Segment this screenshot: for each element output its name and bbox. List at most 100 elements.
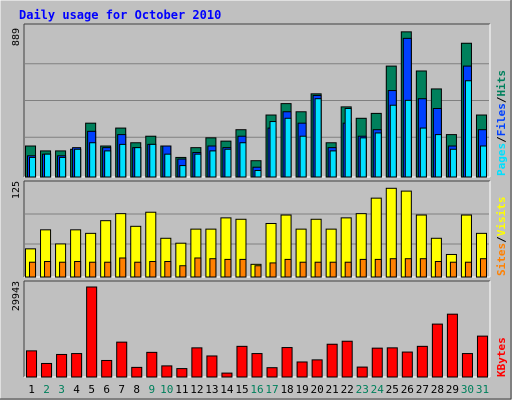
bar-kbytes (146, 351, 158, 378)
bar-kbytes (56, 353, 68, 378)
x-tick-label: 20 (311, 383, 324, 396)
bar-kbytes (26, 350, 38, 378)
bar-sites (104, 261, 112, 278)
bar-sites (449, 261, 457, 278)
x-tick-label: 1 (28, 383, 35, 396)
bar-kbytes (41, 362, 53, 378)
x-tick-label: 2 (43, 383, 50, 396)
x-tick-label: 11 (175, 383, 188, 396)
bar-pages (479, 145, 488, 178)
bar-sites (479, 258, 488, 278)
bar-kbytes (386, 347, 398, 378)
x-tick-label: 22 (341, 383, 354, 396)
x-tick-label: 30 (461, 383, 474, 396)
bar-pages (89, 142, 97, 178)
bar-pages (374, 132, 382, 178)
bar-kbytes (416, 345, 428, 378)
bar-sites (329, 261, 337, 278)
bar-pages (344, 107, 352, 178)
legend-pages-label: Pages (495, 143, 508, 176)
x-tick-label: 14 (220, 383, 234, 396)
legend-files-label: Files (495, 103, 508, 136)
bar-kbytes (206, 355, 218, 378)
y-max-label-bottom: 29943 (11, 281, 22, 311)
x-tick-label: 4 (73, 383, 80, 396)
bar-kbytes (266, 367, 278, 378)
bar-kbytes (446, 313, 458, 378)
bar-kbytes (236, 345, 248, 378)
bar-kbytes (476, 335, 489, 378)
bar-sites (344, 261, 352, 278)
bar-kbytes (461, 353, 473, 378)
bar-sites (224, 258, 232, 278)
bar-kbytes (221, 372, 233, 378)
bar-sites (299, 261, 307, 278)
x-tick-label: 26 (401, 383, 414, 396)
bar-pages (59, 156, 67, 178)
legend-sites-label: Sites (495, 243, 508, 276)
x-tick-label: 16 (250, 383, 263, 396)
bar-sites (269, 262, 277, 278)
bar-pages (314, 98, 322, 178)
bar-kbytes (251, 353, 263, 378)
bar-kbytes (431, 323, 443, 378)
bar-kbytes (296, 361, 308, 378)
bar-sites (209, 258, 217, 278)
x-tick-label: 18 (280, 383, 293, 396)
bar-sites (89, 261, 97, 278)
bar-kbytes (161, 365, 173, 378)
bar-kbytes (326, 343, 338, 378)
legend-separator-label: / (495, 136, 508, 143)
bar-pages (239, 142, 247, 178)
bar-sites (164, 261, 172, 278)
x-tick-label: 12 (190, 383, 203, 396)
bar-kbytes (371, 347, 383, 378)
bar-pages (164, 153, 172, 178)
x-tick-label: 7 (118, 383, 125, 396)
bar-pages (104, 150, 112, 178)
bar-kbytes (131, 366, 143, 378)
legend-legend_middle: Sites/Visits (495, 197, 508, 277)
bar-sites (29, 261, 37, 278)
bar-pages (449, 148, 457, 178)
bar-sites (419, 258, 427, 278)
x-tick-label: 15 (235, 383, 248, 396)
bar-pages (329, 150, 337, 178)
bar-sites (179, 265, 187, 278)
bar-kbytes (116, 341, 128, 378)
bar-pages (149, 143, 157, 178)
bar-pages (284, 117, 292, 178)
bar-sites (149, 261, 157, 278)
bar-pages (119, 143, 127, 178)
bar-pages (209, 150, 217, 178)
bar-sites (284, 258, 292, 278)
bar-pages (179, 165, 187, 178)
x-tick-label: 5 (88, 383, 95, 396)
bar-kbytes (71, 353, 83, 378)
chart-title: Daily usage for October 2010 (19, 8, 221, 22)
bar-pages (134, 147, 142, 178)
bar-pages (224, 148, 232, 178)
bar-sites (314, 261, 322, 278)
x-tick-label: 9 (148, 383, 155, 396)
x-tick-label: 8 (133, 383, 140, 396)
bar-sites (359, 258, 367, 278)
bar-sites (134, 261, 142, 278)
bar-kbytes (101, 359, 113, 378)
bar-sites (119, 257, 127, 278)
bar-kbytes (191, 347, 203, 378)
legend-hits-label: Hits (495, 70, 508, 97)
bars (25, 31, 489, 378)
x-tick-label: 13 (205, 383, 218, 396)
legend-separator-label: / (495, 236, 508, 243)
x-tick-label: 31 (476, 383, 489, 396)
legend-legend_bottom: KBytes (495, 337, 508, 377)
x-tick-label: 6 (103, 383, 110, 396)
bar-sites (389, 258, 397, 278)
x-tick-label: 27 (416, 383, 429, 396)
bar-kbytes (86, 286, 98, 378)
x-tick-label: 21 (326, 383, 339, 396)
bar-pages (74, 148, 82, 178)
bar-pages (419, 127, 427, 178)
